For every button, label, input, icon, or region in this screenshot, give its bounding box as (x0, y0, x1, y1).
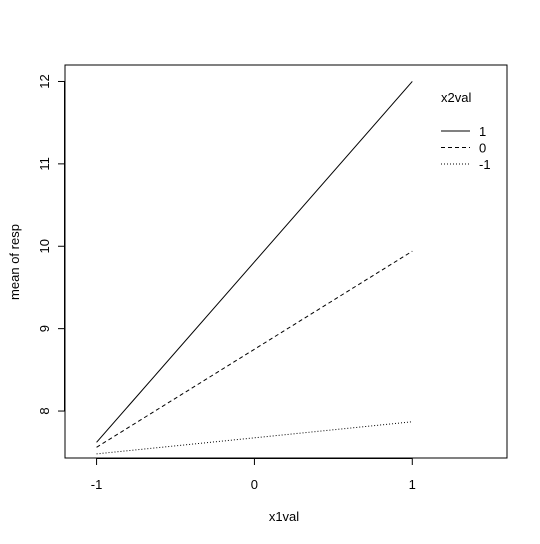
series-line-dashed (96, 250, 413, 448)
legend: x2val 1 0-1 (441, 90, 491, 172)
series-line-dotted (96, 421, 413, 455)
legend-label: 1 (479, 124, 486, 139)
series-layer (96, 81, 413, 455)
x-tick-label: 0 (251, 477, 258, 492)
plot-frame (64, 64, 508, 459)
y-tick-label: 12 (37, 74, 52, 88)
x-axis: -1 0 1 (91, 458, 416, 492)
legend-label: 0 (479, 141, 486, 156)
y-tick-label: 10 (37, 239, 52, 253)
y-tick-label: 11 (37, 157, 52, 171)
y-tick-label: 8 (37, 407, 52, 414)
legend-label: -1 (479, 157, 491, 172)
series-line-solid (96, 81, 413, 443)
y-axis: 8 9 10 11 12 (37, 74, 65, 415)
x-axis-label: x1val (269, 509, 299, 524)
x-tick-label: 1 (409, 477, 416, 492)
y-tick-label: 9 (37, 325, 52, 332)
legend-title: x2val (441, 90, 471, 105)
x-tick-label: -1 (91, 477, 103, 492)
y-axis-label: mean of resp (7, 224, 22, 300)
